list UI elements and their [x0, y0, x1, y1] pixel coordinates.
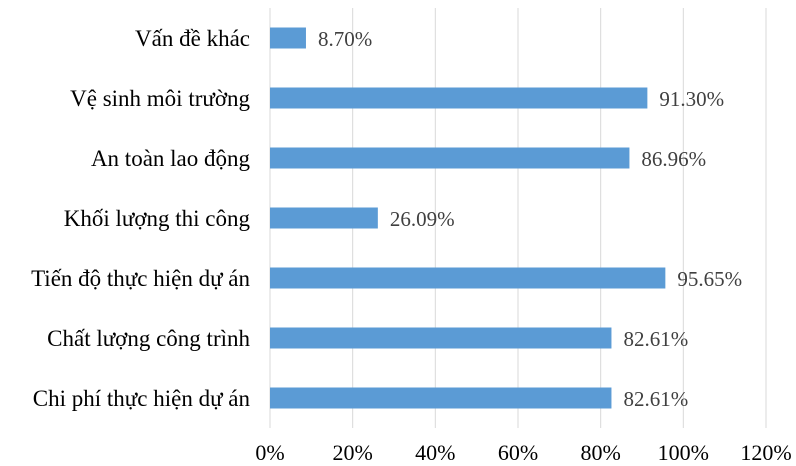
x-tick-label: 20% — [333, 440, 373, 465]
data-label: 8.70% — [318, 27, 372, 51]
x-tick-label: 80% — [581, 440, 621, 465]
bar — [270, 87, 648, 109]
data-label: 86.96% — [641, 147, 706, 171]
bar — [270, 207, 378, 229]
data-label: 82.61% — [623, 327, 688, 351]
category-labels: Vấn đề khác Vệ sinh môi trường An toàn lao… — [31, 26, 250, 411]
bars — [270, 27, 666, 409]
x-axis-tick-labels: 0% 20% 40% 60% 80% 100% 120% — [255, 440, 791, 465]
category-label: Chi phí thực hiện dự án — [33, 386, 251, 411]
category-label: Vệ sinh môi trường — [70, 86, 250, 111]
bar — [270, 147, 630, 169]
x-tick-label: 0% — [255, 440, 284, 465]
category-label: Khối lượng thi công — [64, 206, 251, 231]
x-tick-label: 100% — [658, 440, 709, 465]
bar — [270, 267, 666, 289]
category-label: Vấn đề khác — [135, 26, 250, 51]
bar — [270, 27, 306, 49]
x-tick-label: 60% — [498, 440, 538, 465]
data-labels: 8.70% 91.30% 86.96% 26.09% 95.65% 82.61% 82.61… — [318, 27, 742, 411]
category-label: Chất lượng công trình — [47, 326, 250, 351]
category-label: An toàn lao động — [91, 146, 251, 171]
data-label: 95.65% — [677, 267, 742, 291]
x-tick-label: 120% — [740, 440, 791, 465]
data-label: 82.61% — [623, 387, 688, 411]
bar — [270, 327, 612, 349]
category-label: Tiến độ thực hiện dự án — [31, 266, 250, 291]
data-label: 91.30% — [659, 87, 724, 111]
x-tick-label: 40% — [415, 440, 455, 465]
data-label: 26.09% — [390, 207, 455, 231]
bar — [270, 387, 612, 409]
gridlines — [269, 8, 767, 428]
